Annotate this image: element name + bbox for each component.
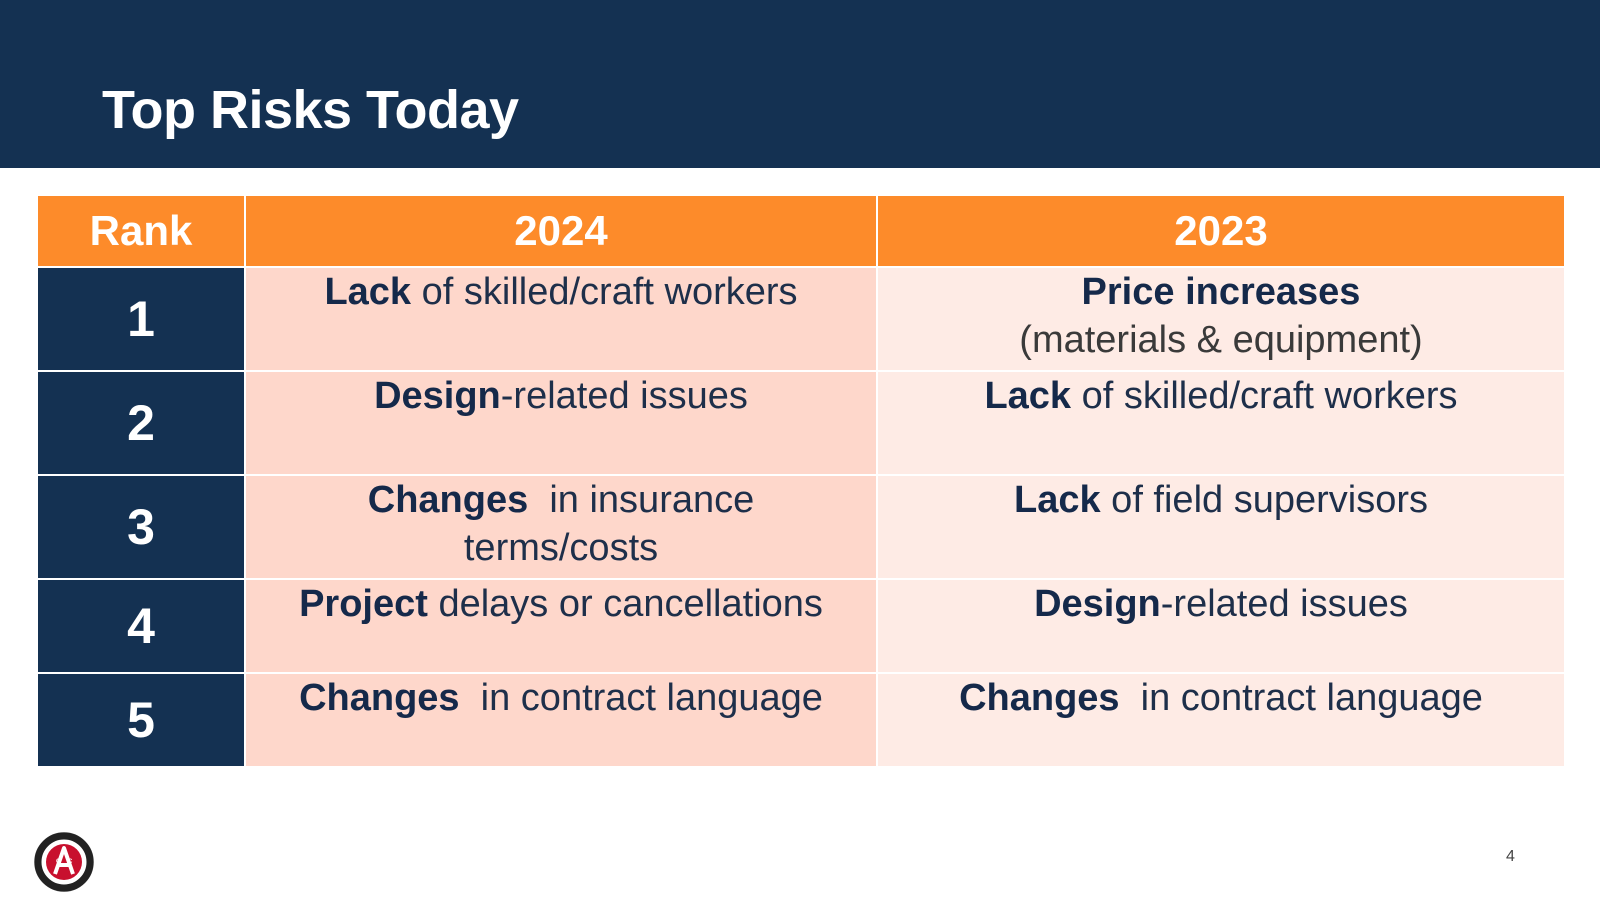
table-row: 1 Lack of skilled/craft workers Price in… xyxy=(36,266,1566,372)
slide-header: Top Risks Today xyxy=(0,0,1600,168)
risk-keyword: Lack xyxy=(984,375,1072,417)
risk-keyword: Design xyxy=(1034,583,1161,625)
risk-table: Rank 2024 2023 1 Lack of skilled/craft w… xyxy=(36,194,1566,768)
svg-text:C: C xyxy=(68,859,73,865)
page-number: 4 xyxy=(1506,848,1515,865)
risk-text: in insurance terms/costs xyxy=(463,479,765,569)
risk-text: (materials & equipment) xyxy=(1019,319,1423,361)
header-2023: 2023 xyxy=(876,194,1566,268)
header-2024: 2024 xyxy=(244,194,878,268)
risk-text: of skilled/craft workers xyxy=(411,271,798,313)
table-row: 2 Design-related issues Lack of skilled/… xyxy=(36,370,1566,476)
table-row: 3 Changes in insurance terms/costs Lack … xyxy=(36,474,1566,580)
risk-text: of skilled/craft workers xyxy=(1071,375,1458,417)
agc-seal-logo-icon: G C xyxy=(34,832,94,892)
risk-2024-cell: Changes in contract language xyxy=(244,672,878,768)
risk-keyword: Lack xyxy=(324,271,412,313)
risk-2023-cell: Design-related issues xyxy=(876,578,1566,674)
risk-text: -related issues xyxy=(1160,583,1408,625)
rank-cell: 3 xyxy=(36,474,246,580)
rank-cell: 2 xyxy=(36,370,246,476)
risk-2023-cell: Lack of field supervisors xyxy=(876,474,1566,580)
risk-keyword: Changes xyxy=(299,677,460,719)
risk-text: of field supervisors xyxy=(1100,479,1428,521)
table-row: 5 Changes in contract language Changes i… xyxy=(36,672,1566,768)
risk-keyword: Price increases xyxy=(1081,271,1361,313)
risk-2024-cell: Lack of skilled/craft workers xyxy=(244,266,878,372)
risk-2023-cell: Changes in contract language xyxy=(876,672,1566,768)
risk-2024-cell: Project delays or cancellations xyxy=(244,578,878,674)
risk-text: -related issues xyxy=(500,375,748,417)
risk-2023-cell: Lack of skilled/craft workers xyxy=(876,370,1566,476)
risk-text: delays or cancellations xyxy=(427,583,823,625)
risk-keyword: Changes xyxy=(367,479,529,521)
risk-2024-cell: Design-related issues xyxy=(244,370,878,476)
risk-keyword: Project xyxy=(299,583,428,625)
svg-text:G: G xyxy=(56,859,61,865)
risk-2023-cell: Price increases (materials & equipment) xyxy=(876,266,1566,372)
risk-keyword: Changes xyxy=(959,677,1120,719)
risk-keyword: Lack xyxy=(1014,479,1101,521)
risk-2024-cell: Changes in insurance terms/costs xyxy=(244,474,878,580)
table-row: 4 Project delays or cancellations Design… xyxy=(36,578,1566,674)
rank-cell: 1 xyxy=(36,266,246,372)
risk-keyword: Design xyxy=(374,375,501,417)
page-title: Top Risks Today xyxy=(102,80,519,140)
risk-text: in contract language xyxy=(1119,677,1483,719)
rank-cell: 5 xyxy=(36,672,246,768)
table-header-row: Rank 2024 2023 xyxy=(36,194,1566,268)
rank-cell: 4 xyxy=(36,578,246,674)
risk-text: in contract language xyxy=(459,677,823,719)
header-rank: Rank xyxy=(36,194,246,268)
